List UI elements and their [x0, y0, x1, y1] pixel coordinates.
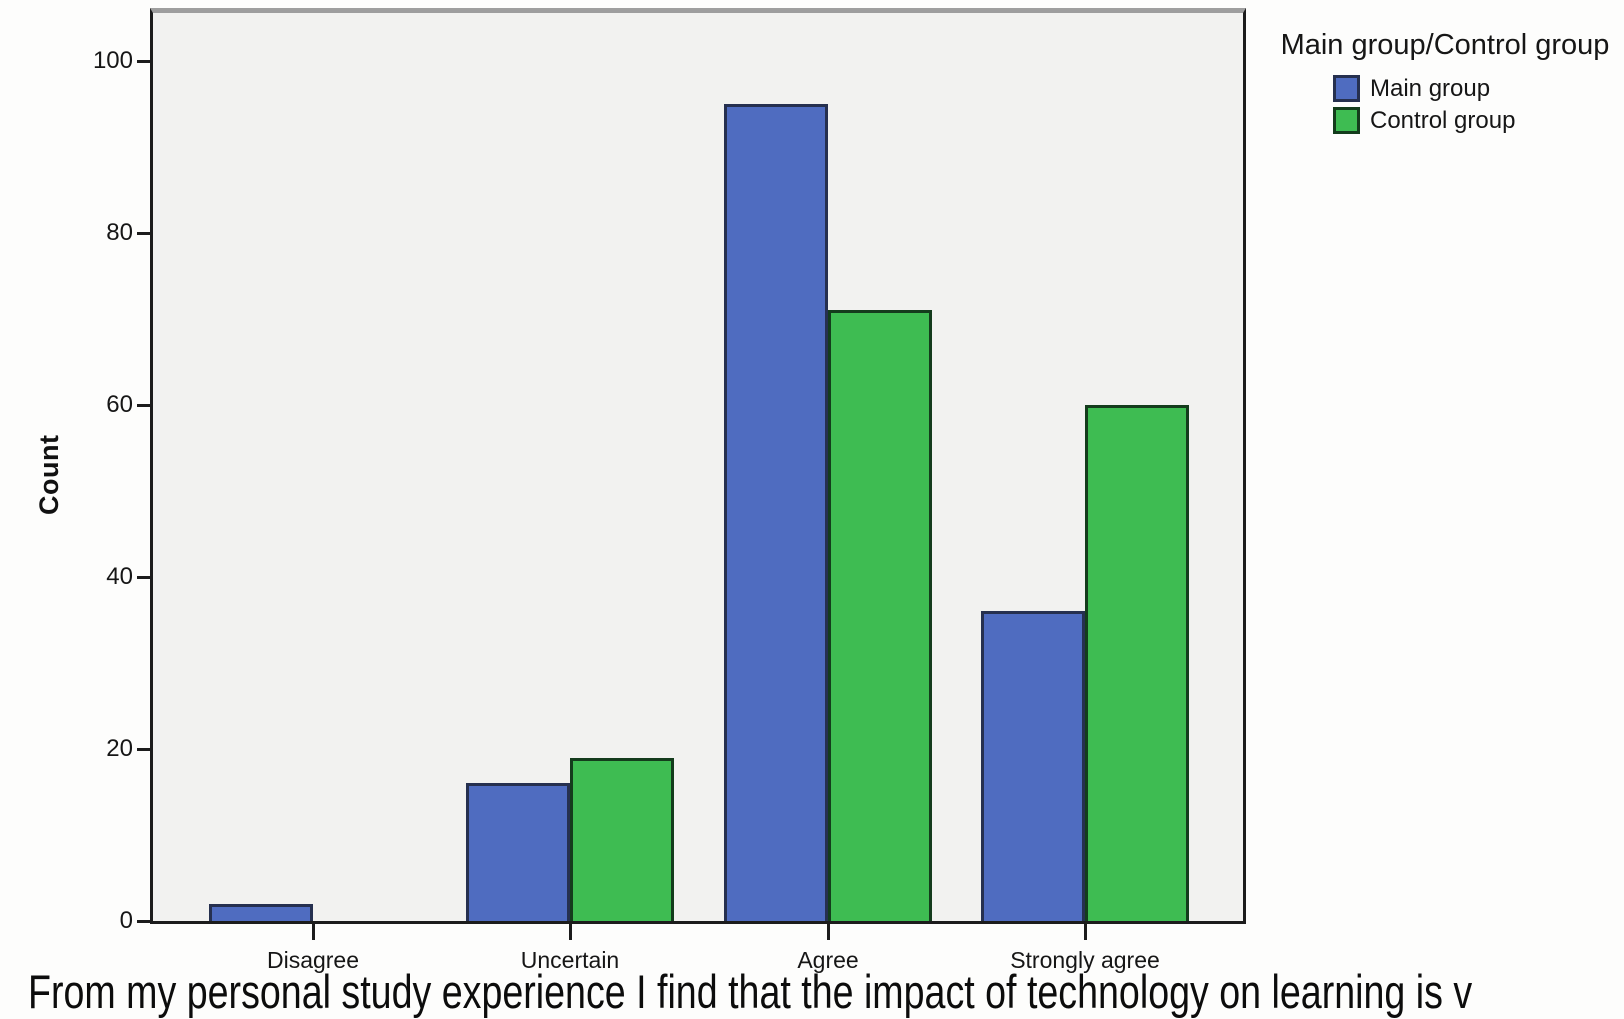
x-tick-mark [1084, 924, 1087, 940]
legend-item: Control group [1333, 107, 1610, 135]
bar-main-group-agree [724, 104, 828, 921]
legend-swatch-icon [1333, 75, 1360, 103]
y-tick-label: 80 [106, 219, 133, 246]
y-tick-label: 60 [106, 391, 133, 418]
x-tick-label: Uncertain [520, 947, 620, 973]
legend-label: Control group [1370, 106, 1516, 134]
legend-label: Main group [1370, 74, 1491, 102]
x-tick-mark [827, 924, 830, 940]
x-tick-label: Strongly agree [1010, 947, 1160, 973]
legend-swatch-icon [1333, 107, 1360, 135]
x-tick-mark [312, 924, 315, 940]
y-tick-mark [137, 576, 153, 579]
legend-title: Main group/Control group [1280, 29, 1610, 61]
bar-control-group-agree [828, 310, 932, 921]
bar-main-group-uncertain [466, 783, 570, 921]
plot-area [150, 8, 1246, 924]
y-tick-mark [137, 920, 153, 923]
y-tick-label: 100 [92, 47, 133, 74]
y-tick-label: 20 [106, 735, 133, 762]
y-tick-label: 0 [119, 907, 133, 934]
x-tick-mark [569, 924, 572, 940]
legend-item: Main group [1333, 75, 1610, 103]
y-tick-label: 40 [106, 563, 133, 590]
bar-main-group-disagree [209, 904, 313, 921]
legend-items: Main group Control group [1280, 75, 1610, 135]
x-tick-label: Agree [797, 947, 859, 973]
y-tick-mark [137, 60, 153, 63]
x-tick-label: Disagree [266, 947, 360, 973]
bar-main-group-strongly-agree [981, 611, 1085, 921]
y-tick-mark [137, 748, 153, 751]
legend: Main group/Control group Main group Contr… [1280, 28, 1610, 139]
caption-text: From my personal study experience I find… [28, 965, 1473, 1018]
bar-control-group-uncertain [570, 758, 674, 921]
y-tick-mark [137, 404, 153, 407]
bar-control-group-strongly-agree [1085, 405, 1189, 921]
y-tick-mark [137, 232, 153, 235]
